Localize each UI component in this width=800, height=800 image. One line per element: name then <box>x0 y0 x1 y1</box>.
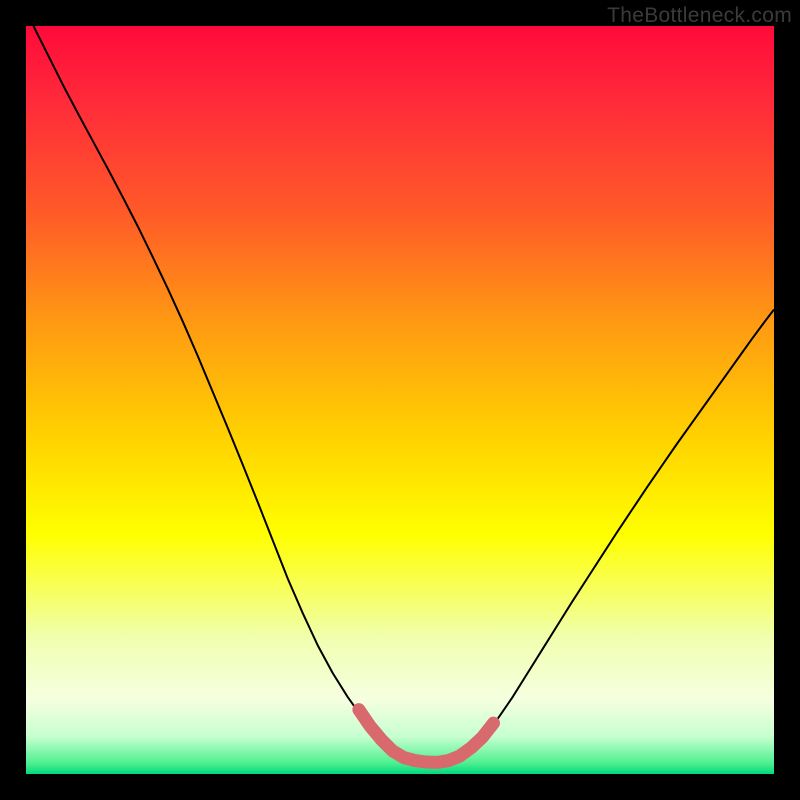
bottleneck-chart <box>0 0 800 800</box>
watermark-label: TheBottleneck.com <box>607 4 792 28</box>
chart-container: TheBottleneck.com <box>0 0 800 800</box>
gradient-background <box>26 26 774 774</box>
